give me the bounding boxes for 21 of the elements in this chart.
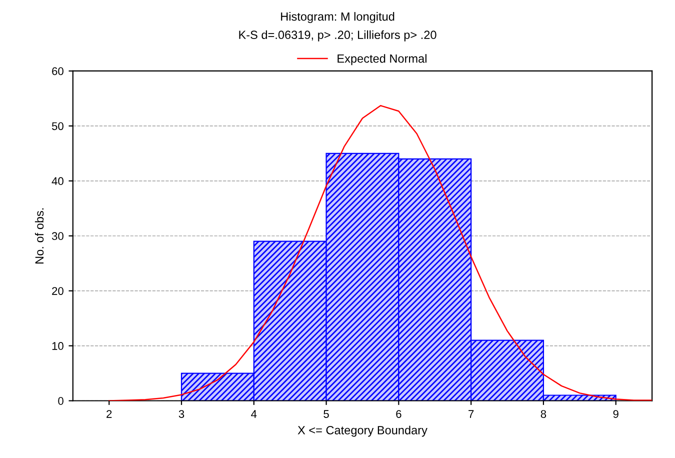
legend-label: Expected Normal (338, 54, 426, 66)
y-tick-label: 0 (58, 397, 64, 405)
chart-subtitle: K-S d=.06319, p> .20; Lilliefors p> .20 (239, 30, 436, 42)
x-tick-label: 6 (396, 410, 402, 418)
y-tick-label: 60 (52, 67, 64, 76)
y-tick-label: 20 (52, 287, 64, 295)
y-tick-label: 40 (52, 177, 64, 186)
y-tick-label: 30 (52, 232, 64, 240)
y-tick-label: 50 (52, 122, 64, 130)
x-tick-label: 2 (106, 410, 112, 418)
x-tick-label: 8 (540, 410, 546, 418)
chart-title: Histogram: M longitud (281, 12, 394, 24)
x-tick-label: 4 (251, 410, 257, 418)
line-series (108, 104, 652, 401)
x-tick-label: 9 (613, 410, 618, 418)
x-tick-label: 5 (324, 410, 329, 418)
y-axis-title: No. of obs. (34, 208, 44, 264)
y-tick-label: 10 (52, 342, 64, 350)
x-tick-label: 3 (178, 410, 184, 418)
x-tick-label: 7 (468, 410, 474, 418)
x-axis-title: X <= Category Boundary (298, 426, 428, 437)
